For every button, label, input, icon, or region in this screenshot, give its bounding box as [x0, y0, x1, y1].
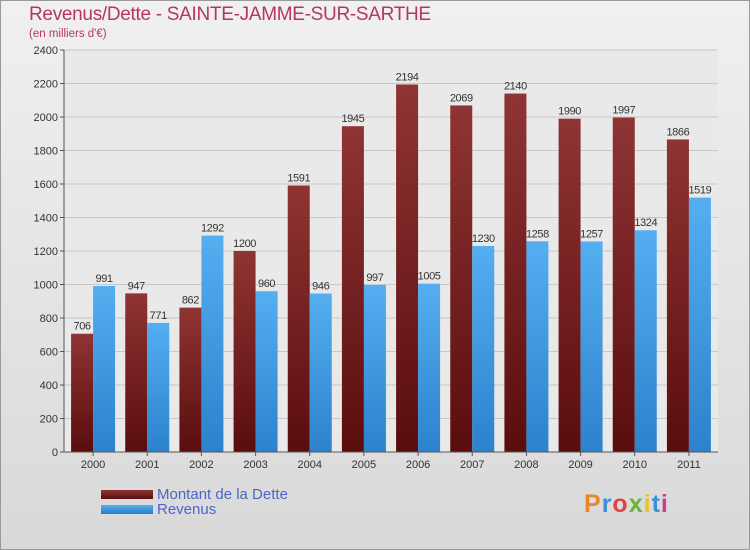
data-label-revenus: 771 [150, 310, 167, 322]
data-label-revenus: 946 [312, 281, 329, 293]
data-label-revenus: 1257 [580, 228, 603, 240]
y-tick-label: 400 [40, 380, 58, 392]
bar-revenus [309, 293, 332, 452]
data-label-revenus: 1519 [688, 185, 711, 197]
bar-revenus [255, 291, 278, 452]
bar-dette [71, 333, 94, 452]
x-tick-label: 2004 [298, 459, 322, 471]
logo-letter: i [660, 490, 669, 518]
data-label-dette: 1591 [287, 173, 310, 185]
x-tick-label: 2010 [623, 459, 647, 471]
logo-letter: r [601, 490, 613, 518]
bar-dette [396, 84, 419, 452]
bar-revenus [688, 197, 711, 452]
y-tick-label: 2200 [34, 79, 58, 91]
bar-revenus [472, 245, 495, 452]
y-tick-label: 2400 [34, 45, 58, 57]
bar-dette [612, 117, 635, 452]
data-label-dette: 1200 [233, 238, 256, 250]
x-tick-label: 2005 [352, 459, 376, 471]
y-tick-label: 1600 [34, 179, 58, 191]
data-label-revenus: 1324 [634, 217, 657, 229]
data-label-dette: 1866 [666, 126, 689, 138]
gridlines [64, 49, 718, 453]
y-tick-label: 2000 [34, 112, 58, 124]
bar-revenus [93, 286, 116, 452]
legend-label-dette: Montant de la Dette [157, 486, 288, 503]
bar-dette [450, 105, 473, 452]
logo-letter: o [612, 490, 629, 518]
bar-revenus [147, 322, 170, 452]
bar-dette [558, 118, 581, 453]
bar-dette [341, 126, 364, 453]
x-tick-label: 2002 [189, 459, 213, 471]
bar-dette [233, 251, 256, 452]
legend-swatch-dette [101, 490, 153, 499]
data-label-dette: 1997 [612, 105, 635, 117]
bar-dette [125, 293, 148, 452]
proxiti-logo: Proxiti [584, 490, 669, 519]
data-label-revenus: 1230 [472, 233, 495, 245]
y-axis: 0 200 400 600 800 1000 1200 1400 1600 1800 2000 220… [34, 45, 65, 459]
data-label-dette: 1990 [558, 106, 581, 118]
y-tick-label: 800 [40, 313, 58, 325]
x-tick-label: 2007 [460, 459, 484, 471]
bar-revenus [634, 230, 657, 452]
y-tick-label: 200 [40, 414, 58, 426]
x-tick-label: 2011 [677, 459, 701, 471]
x-tick-label: 2001 [135, 459, 159, 471]
y-tick-label: 1800 [34, 146, 58, 158]
y-tick-label: 1200 [34, 246, 58, 258]
legend: Montant de la Dette Revenus [101, 486, 288, 518]
x-tick-label: 2003 [243, 459, 267, 471]
x-tick-label: 2008 [514, 459, 538, 471]
bar-revenus [580, 241, 603, 452]
y-tick-label: 600 [40, 347, 58, 359]
legend-swatch-revenus [101, 505, 153, 514]
x-tick-label: 2009 [568, 459, 592, 471]
data-label-dette: 2140 [504, 81, 527, 93]
data-label-revenus: 1005 [418, 271, 441, 283]
data-label-revenus: 1258 [526, 228, 549, 240]
bar-dette [666, 139, 689, 452]
bar-revenus [201, 235, 224, 452]
bar-revenus [526, 241, 549, 452]
data-label-dette: 2194 [396, 72, 419, 84]
logo-letter: i [643, 490, 652, 518]
bar-dette [504, 93, 527, 453]
logo-letter: x [628, 490, 644, 518]
logo-letter: t [651, 490, 661, 518]
bar-revenus [418, 283, 441, 452]
legend-item-revenus: Revenus [101, 501, 288, 518]
x-tick-label: 2000 [81, 459, 105, 471]
chart-subtitle: (en milliers d'€) [29, 28, 107, 40]
logo-letter: P [584, 490, 602, 518]
legend-item-dette: Montant de la Dette [101, 486, 288, 503]
chart-title: Revenus/Dette - SAINTE-JAMME-SUR-SARTHE [29, 4, 431, 25]
data-label-dette: 862 [182, 295, 199, 307]
data-label-revenus: 1292 [201, 223, 224, 235]
bar-dette [287, 185, 310, 452]
data-label-revenus: 991 [96, 273, 113, 285]
bars: 706 991 947 771 862 1292 1200 960 1591 946 1945 997… [71, 72, 712, 453]
data-label-dette: 2069 [450, 92, 473, 104]
data-label-dette: 947 [128, 280, 145, 292]
data-label-revenus: 997 [366, 272, 383, 284]
bar-revenus [363, 285, 386, 452]
y-tick-label: 0 [52, 447, 58, 459]
y-tick-label: 1400 [34, 213, 58, 225]
y-tick-label: 1000 [34, 280, 58, 292]
data-label-dette: 706 [74, 321, 91, 333]
bar-dette [179, 307, 202, 452]
legend-label-revenus: Revenus [157, 501, 217, 518]
data-label-revenus: 960 [258, 278, 275, 290]
x-tick-label: 2006 [406, 459, 430, 471]
x-axis: 2000 2001 2002 2003 2004 2005 2006 2007 2008 2009… [64, 451, 718, 471]
data-label-dette: 1945 [341, 113, 364, 125]
